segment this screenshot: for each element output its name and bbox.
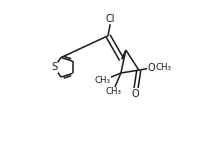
Text: O: O [147,63,155,73]
Text: CH₃: CH₃ [156,64,172,72]
Text: O: O [131,89,139,99]
Text: CH₃: CH₃ [94,76,110,85]
Text: S: S [51,62,57,72]
Text: CH₃: CH₃ [105,87,121,96]
Text: Cl: Cl [105,14,115,24]
